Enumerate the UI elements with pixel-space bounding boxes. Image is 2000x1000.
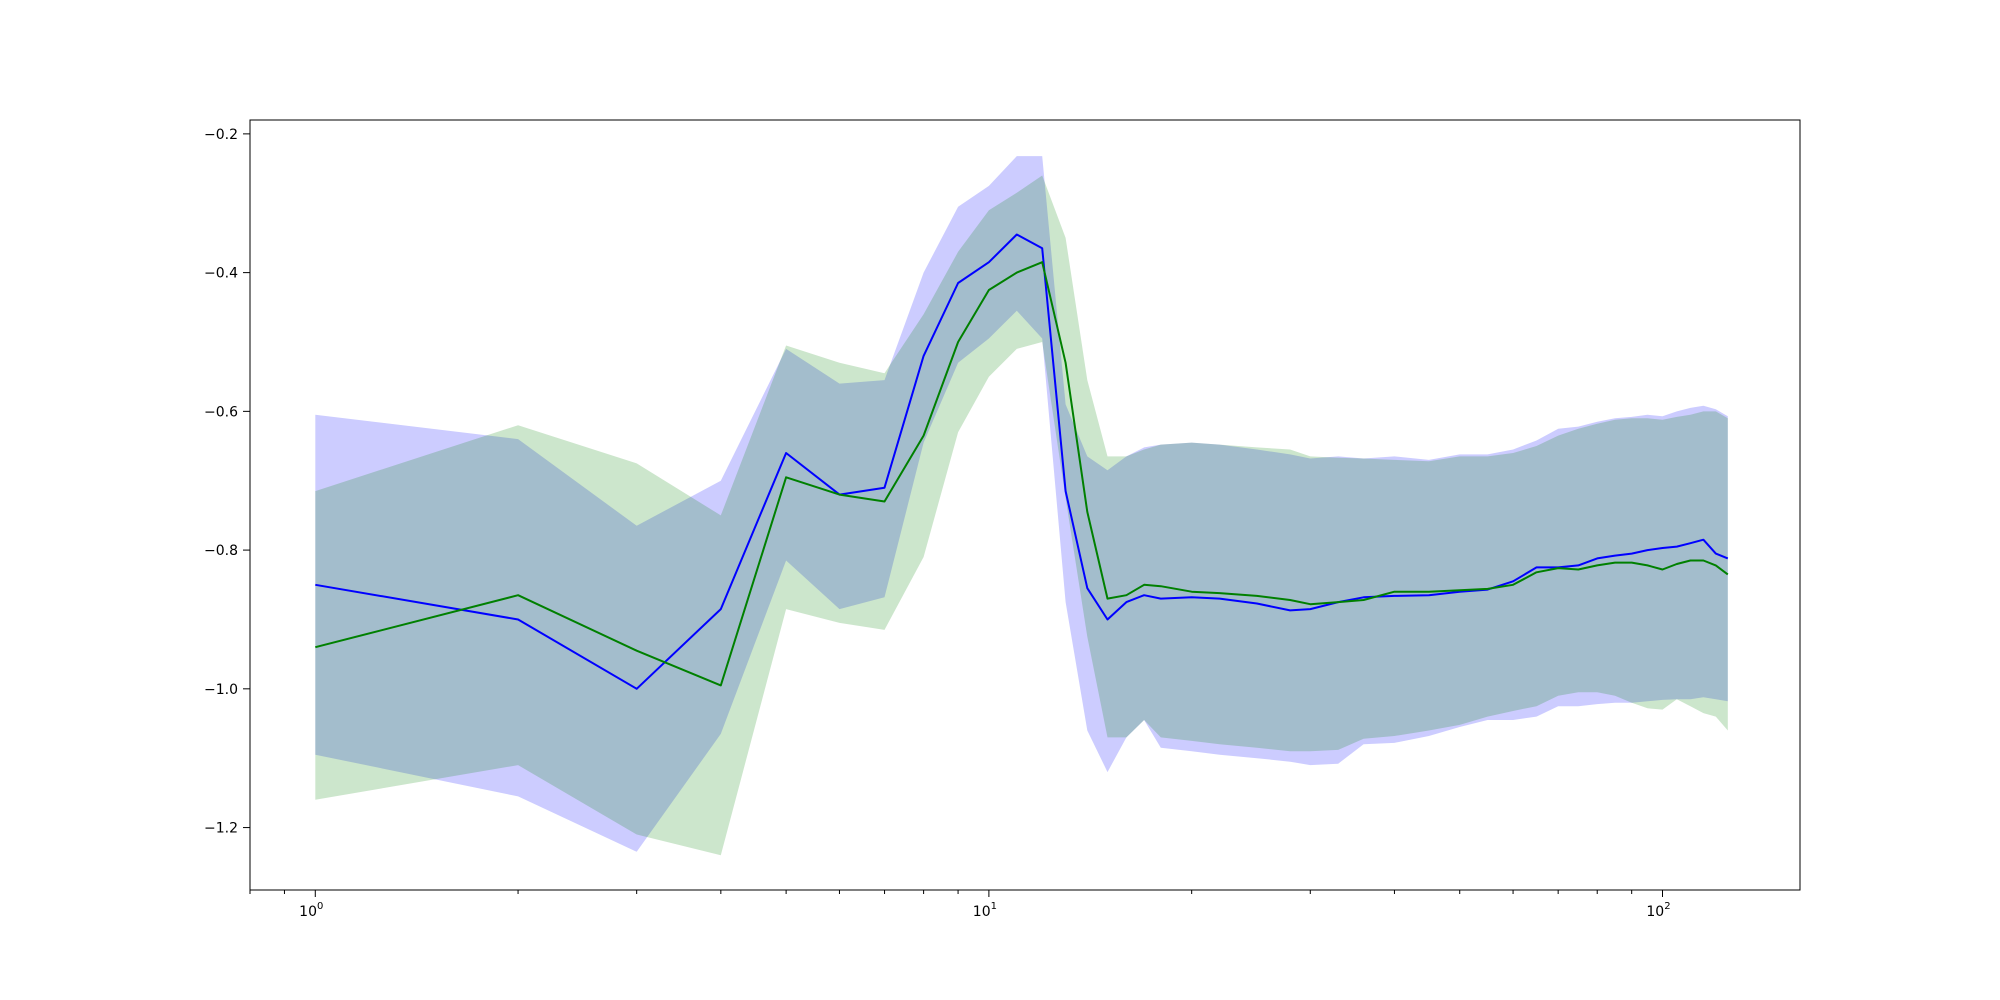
- y-tick-label: −0.2: [204, 127, 238, 143]
- plot-frame: [249, 119, 1801, 891]
- x-axis: 100 101 102: [249, 890, 1671, 920]
- series-1-band: [315, 156, 1728, 852]
- y-tick-label: −0.4: [204, 266, 238, 282]
- y-tick-label: −0.8: [204, 543, 238, 559]
- y-tick-label: −1.2: [204, 821, 238, 837]
- series-1-line: [315, 233, 1729, 690]
- y-tick-label: −0.6: [204, 404, 238, 420]
- x-tick-label: 102: [1646, 901, 1670, 920]
- y-tick-label: −1.0: [204, 682, 238, 698]
- x-tick-label: 100: [299, 901, 323, 920]
- confidence-bands: [315, 156, 1728, 856]
- x-tick-label: 101: [973, 901, 997, 920]
- series-2-line: [315, 261, 1729, 687]
- series-lines: [315, 233, 1729, 690]
- series-2-band: [315, 175, 1728, 856]
- y-axis: −0.2 −0.4 −0.6 −0.8 −1.0 −1.2: [204, 127, 250, 837]
